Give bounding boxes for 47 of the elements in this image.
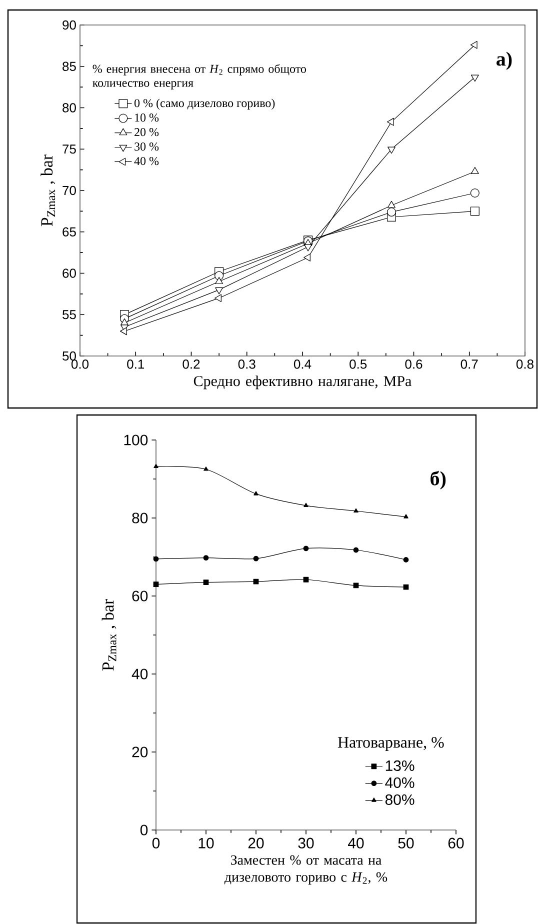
y-axis-title: P$_{Zmax}$ , bar (102, 599, 116, 671)
y-tick-label: 0 (140, 824, 148, 836)
x-tick-label: 20 (248, 838, 264, 848)
x-tick-label: 50 (398, 838, 414, 848)
x-tick-label: 0.5 (350, 360, 367, 369)
legend-label: 0 % (само дизелово гориво) (134, 98, 275, 110)
x-tick-label: 0 (152, 838, 160, 848)
y-tick-label: 60 (132, 590, 148, 602)
x-tick-label: 0.4 (294, 360, 312, 369)
y-tick-label: 100 (124, 434, 148, 446)
y-tick-label: 90 (62, 20, 76, 30)
legend-title: Натоварване, % (338, 736, 444, 751)
y-tick-label: 60 (62, 268, 76, 278)
y-tick-label: 50 (62, 351, 76, 361)
legend-label: 40% (385, 777, 414, 788)
y-tick-label: 40 (132, 668, 148, 680)
annotation: a) (496, 52, 512, 70)
legend-label: 20 % (134, 128, 159, 136)
text: % енергия внесена от H$_{2}$ спрямо общото количество енергия (92, 64, 306, 90)
x-tick-label: 60 (448, 838, 464, 848)
legend-label: 40 % (134, 156, 159, 166)
x-tick-label: 0.7 (460, 360, 478, 369)
x-axis-title: Заместен % от масата на дизеловото гориво с H$_{2}$, % (224, 855, 388, 885)
x-tick-label: 0.6 (405, 360, 422, 369)
x-tick-label: 0.8 (516, 360, 534, 369)
y-tick-label: 75 (62, 144, 76, 154)
legend-label: 30 % (134, 142, 159, 151)
x-tick-label: 10 (198, 838, 214, 848)
y-tick-label: 55 (62, 310, 76, 320)
annotation: б) (430, 470, 446, 490)
y-tick-label: 80 (132, 512, 148, 524)
y-tick-label: 65 (62, 227, 76, 236)
legend-label: 80% (385, 794, 414, 805)
x-tick-label: 0.0 (71, 360, 89, 369)
y-tick-label: 20 (132, 746, 148, 758)
y-axis-title: P$_{Zmax}$ , bar (40, 154, 56, 226)
x-tick-label: 0.3 (238, 360, 256, 369)
x-tick-label: 30 (298, 838, 314, 848)
x-tick-label: 40 (348, 838, 364, 848)
y-tick-label: 70 (62, 186, 76, 196)
y-tick-label: 85 (62, 62, 76, 71)
y-tick-label: 80 (62, 103, 76, 112)
legend-label: 10 % (135, 114, 159, 122)
x-axis-title: Средно ефективно налягане, MPa (194, 376, 412, 390)
x-tick-label: 0.1 (127, 360, 144, 369)
x-tick-label: 0.2 (182, 360, 200, 369)
legend-label: 13% (386, 760, 414, 771)
